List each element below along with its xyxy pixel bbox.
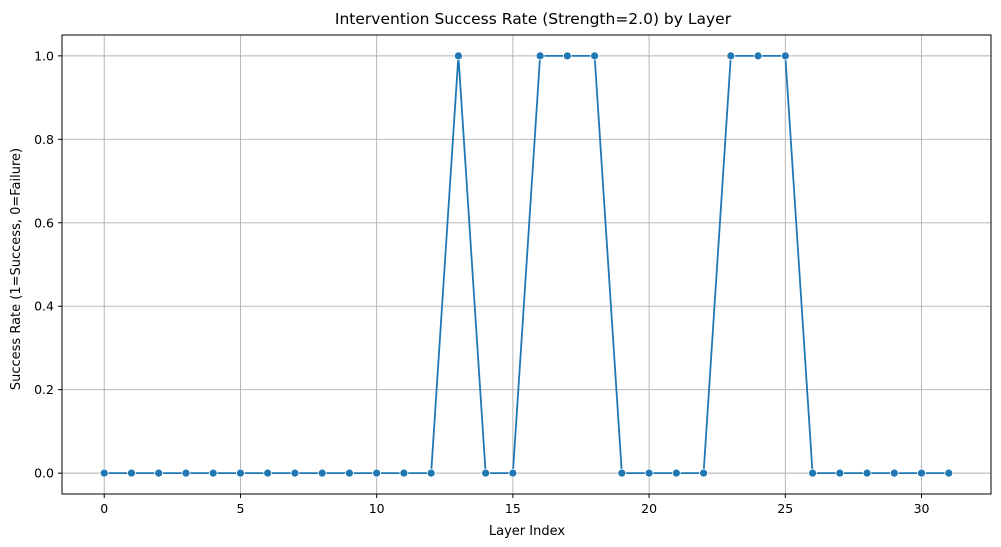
y-tick-label: 0.0 (34, 466, 54, 481)
y-tick-label: 0.6 (34, 215, 54, 230)
data-point-marker (263, 468, 273, 478)
data-point-marker (617, 468, 627, 478)
y-axis-ticks: 0.0 0.2 0.4 0.6 0.8 1.0 (34, 48, 62, 481)
data-point-marker (590, 51, 600, 61)
series-polyline (104, 54, 949, 475)
x-tick-label: 20 (641, 501, 657, 516)
x-tick-label: 0 (100, 501, 108, 516)
data-point-marker (426, 468, 436, 478)
data-point-marker (862, 468, 872, 478)
data-point-marker (671, 468, 681, 478)
data-point-marker (208, 468, 218, 478)
data-point-marker (453, 51, 463, 61)
x-tick-label: 10 (369, 501, 385, 516)
x-tick-label: 15 (505, 501, 521, 516)
plot-frame (61, 34, 992, 495)
data-point-marker (699, 468, 708, 478)
data-point-marker (99, 468, 109, 478)
x-tick-label: 25 (777, 501, 793, 516)
data-point-marker (644, 468, 654, 478)
data-point-marker (944, 468, 954, 478)
y-axis-label: Success Rate (1=Success, 0=Failure) (9, 148, 24, 390)
data-point-marker (726, 51, 736, 61)
data-point-marker (889, 468, 899, 478)
x-axis-label: Layer Index (489, 524, 565, 539)
data-point-marker (808, 468, 817, 478)
data-point-marker (154, 468, 164, 478)
data-point-marker (508, 468, 518, 478)
data-point-marker (372, 468, 382, 478)
data-point-marker (236, 468, 245, 478)
data-point-marker (317, 468, 327, 478)
chart-title: Intervention Success Rate (Strength=2.0)… (335, 10, 732, 28)
x-tick-label: 30 (914, 501, 930, 516)
y-tick-label: 0.8 (34, 132, 54, 147)
series-line (104, 54, 949, 475)
data-point-marker (345, 468, 354, 478)
data-point-marker (753, 51, 763, 61)
data-point-marker (917, 468, 926, 478)
data-point-marker (780, 51, 790, 61)
data-point-marker (181, 468, 191, 478)
data-point-marker (835, 468, 845, 478)
x-tick-label: 5 (236, 501, 244, 516)
series-markers (99, 51, 954, 478)
data-point-marker (535, 51, 545, 61)
data-point-marker (290, 468, 300, 478)
grid-lines (62, 35, 991, 494)
y-tick-label: 1.0 (34, 48, 54, 63)
x-axis-ticks: 0 5 10 15 20 25 30 (100, 494, 930, 516)
data-point-marker (481, 468, 491, 478)
y-tick-label: 0.4 (34, 299, 54, 314)
y-tick-label: 0.2 (34, 382, 54, 397)
data-point-marker (562, 51, 572, 61)
data-point-marker (127, 468, 136, 478)
data-point-marker (399, 468, 409, 478)
